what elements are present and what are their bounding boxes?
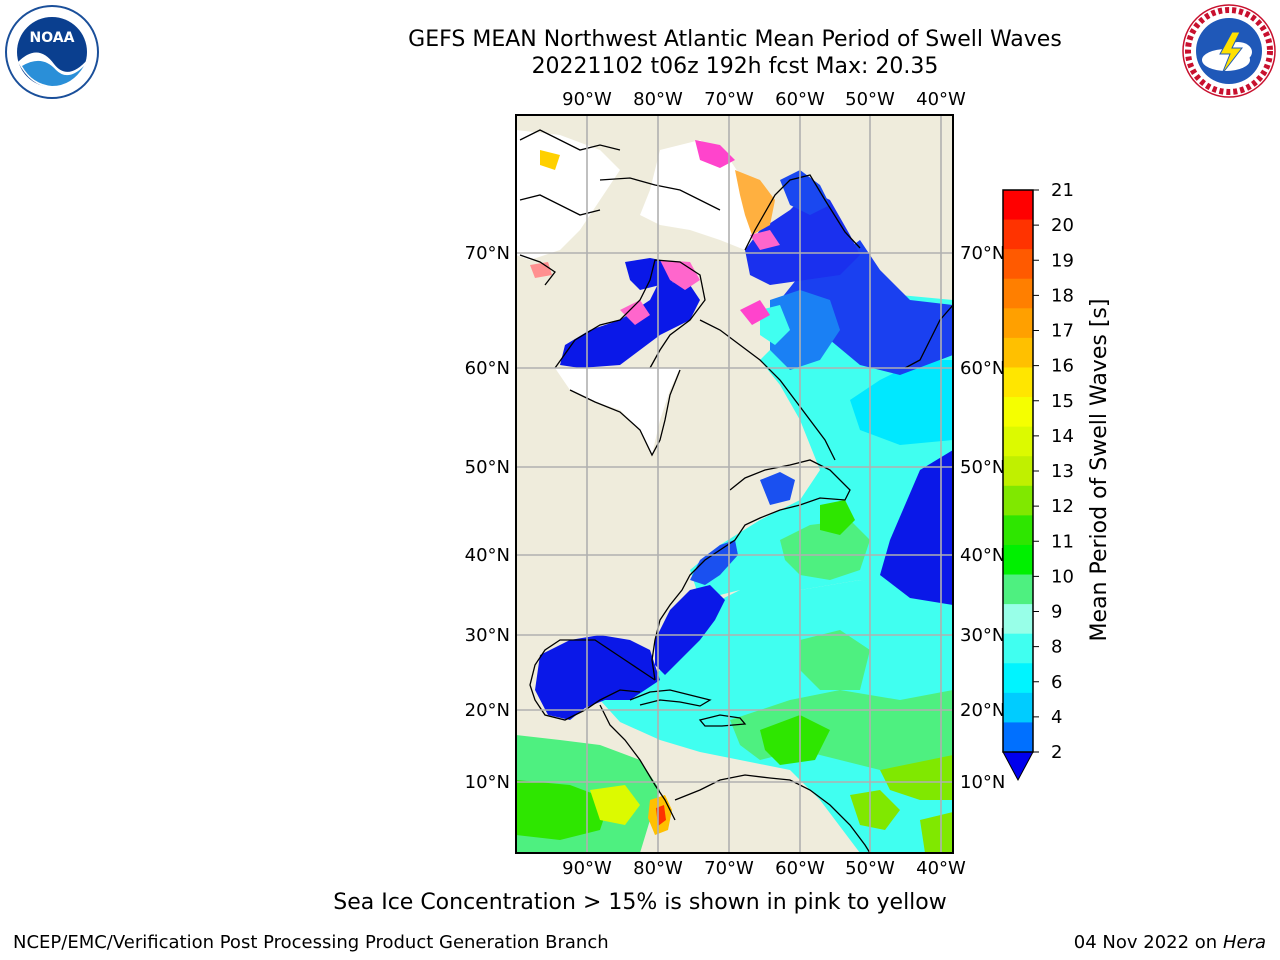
colorbar-title: Mean Period of Swell Waves [s]: [1087, 299, 1112, 642]
colorbar-segment: [1003, 692, 1033, 723]
lon-label: 50°W: [845, 858, 895, 879]
colorbar-tick-label: 21: [1051, 180, 1074, 201]
lat-label: 50°N: [465, 457, 510, 478]
colorbar-tick-label: 12: [1051, 496, 1074, 517]
lat-label: 70°N: [465, 243, 510, 264]
chart-title: GEFS MEAN Northwest Atlantic Mean Period…: [408, 27, 1062, 52]
colorbar-segment: [1003, 278, 1033, 309]
colorbar-tick-label: 17: [1051, 321, 1074, 342]
noaa-logo-text: NOAA: [30, 30, 75, 46]
lon-label: 70°W: [704, 858, 754, 879]
lat-labels-left: 70°N 60°N 50°N 40°N 30°N 20°N 10°N: [465, 243, 510, 793]
colorbar-segment: [1003, 249, 1033, 280]
colorbar-segment: [1003, 544, 1033, 576]
colorbar-segment: [1003, 426, 1033, 457]
sea-ice-caption: Sea Ice Concentration > 15% is shown in …: [333, 890, 947, 915]
colorbar-segment: [1003, 397, 1033, 428]
lon-label: 80°W: [633, 89, 683, 110]
colorbar-segment: [1003, 190, 1033, 221]
colorbar-tick-label: 18: [1051, 285, 1074, 306]
colorbar-tick-label: 15: [1051, 391, 1074, 412]
lat-label: 30°N: [465, 625, 510, 646]
swell-period-field: [516, 130, 953, 853]
colorbar-segment: [1003, 633, 1033, 664]
colorbar-segment: [1003, 515, 1033, 546]
lat-label: 20°N: [960, 700, 1005, 721]
lon-label: 90°W: [562, 858, 612, 879]
colorbar-tick-label: 11: [1051, 531, 1074, 552]
footer-host: Hera: [1222, 932, 1266, 953]
colorbar-tick-label: 9: [1051, 602, 1062, 623]
colorbar-segment: [1003, 485, 1033, 516]
lat-label: 40°N: [465, 545, 510, 566]
lon-label: 60°W: [775, 858, 825, 879]
lat-label: 20°N: [465, 700, 510, 721]
colorbar-tick-label: 6: [1051, 672, 1062, 693]
lat-label: 10°N: [960, 772, 1005, 793]
colorbar-tick-label: 19: [1051, 250, 1074, 271]
footer-date: 04 Nov 2022 on Hera: [1074, 932, 1266, 953]
lon-label: 40°W: [916, 89, 966, 110]
lon-label: 70°W: [704, 89, 754, 110]
colorbar-tick-label: 10: [1051, 566, 1074, 587]
colorbar-segment: [1003, 456, 1033, 487]
lon-labels-top: 90°W 80°W 70°W 60°W 50°W 40°W: [562, 89, 966, 110]
colorbar-tick-label: 8: [1051, 637, 1062, 658]
colorbar-tick-label: 14: [1051, 426, 1074, 447]
lat-labels-right: 70°N 60°N 50°N 40°N 30°N 20°N 10°N: [960, 243, 1005, 793]
graticule: [516, 115, 953, 853]
nws-logo: [1182, 4, 1276, 98]
lat-label: 10°N: [465, 772, 510, 793]
colorbar-tick-label: 4: [1051, 707, 1062, 728]
colorbar-segment: [1003, 337, 1033, 368]
colorbar-segment: [1003, 663, 1033, 694]
colorbar-tick-label: 13: [1051, 461, 1074, 482]
colorbar-segment: [1003, 367, 1033, 398]
map-frame: [515, 114, 954, 854]
colorbar-segment: [1003, 219, 1033, 250]
colorbar-tick-label: 20: [1051, 215, 1074, 236]
lon-label: 50°W: [845, 89, 895, 110]
chart-subtitle: 20221102 t06z 192h fcst Max: 20.35: [531, 54, 939, 79]
colorbar-extend-arrow: [1002, 751, 1034, 782]
lon-label: 90°W: [562, 89, 612, 110]
colorbar-segment: [1003, 308, 1033, 339]
footer-date-text: 04 Nov 2022 on: [1073, 932, 1218, 953]
lat-label: 70°N: [960, 243, 1005, 264]
footer-credit: NCEP/EMC/Verification Post Processing Pr…: [13, 932, 609, 953]
lon-labels-bottom: 90°W 80°W 70°W 60°W 50°W 40°W: [562, 858, 966, 879]
lon-label: 60°W: [775, 89, 825, 110]
colorbar-segment: [1003, 574, 1033, 605]
colorbar: 21 20 19 18 17 16 15 14 13 12 11 10 9 8 6 4 2: [1002, 180, 1074, 782]
lat-label: 30°N: [960, 625, 1005, 646]
colorbar-segment: [1003, 604, 1033, 635]
lat-label: 60°N: [960, 358, 1005, 379]
lat-label: 50°N: [960, 457, 1005, 478]
colorbar-tick-label: 2: [1051, 742, 1062, 763]
colorbar-segment: [1003, 722, 1033, 753]
colorbar-tick-label: 16: [1051, 356, 1074, 377]
lon-label: 40°W: [916, 858, 966, 879]
lat-label: 60°N: [465, 358, 510, 379]
noaa-logo: NOAA: [5, 5, 99, 99]
lat-label: 40°N: [960, 545, 1005, 566]
lon-label: 80°W: [633, 858, 683, 879]
